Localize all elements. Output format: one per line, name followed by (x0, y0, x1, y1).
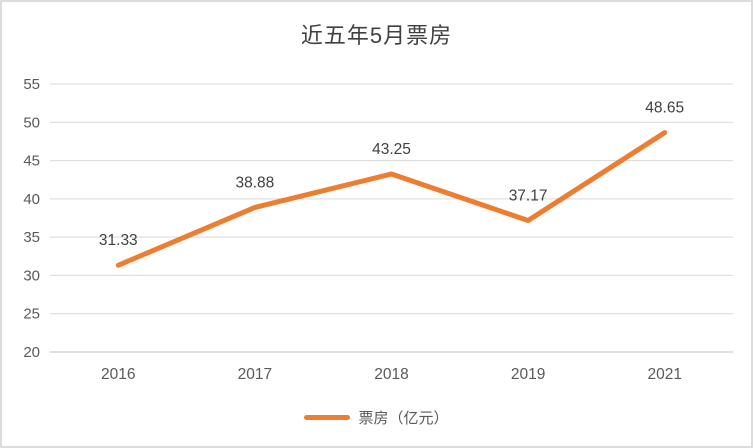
y-tick-label: 50 (23, 114, 40, 131)
legend: 票房（亿元） (2, 404, 751, 430)
chart-title: 近五年5月票房 (300, 23, 453, 48)
data-point-label: 37.17 (509, 188, 548, 205)
legend-line-swatch (304, 414, 351, 420)
y-tick-label: 25 (23, 306, 40, 323)
series-line (115, 130, 668, 268)
data-point-label: 43.25 (372, 141, 411, 158)
data-point-label: 38.88 (236, 174, 275, 191)
x-tick-label: 2018 (374, 366, 408, 383)
x-tick-label: 2019 (511, 366, 545, 383)
y-tick-label: 40 (23, 191, 40, 208)
data-point-label: 48.65 (645, 100, 684, 117)
x-tick-label: 2016 (101, 366, 135, 383)
y-tick-label: 35 (23, 229, 40, 246)
legend-label: 票房（亿元） (358, 409, 449, 427)
x-tick-label: 2017 (238, 366, 272, 383)
y-tick-label: 20 (23, 344, 40, 361)
y-tick-label: 45 (23, 153, 40, 170)
y-tick-label: 30 (23, 267, 40, 284)
x-tick-label: 2021 (647, 366, 681, 383)
y-tick-label: 55 (23, 76, 40, 93)
data-point-label: 31.33 (99, 232, 138, 249)
